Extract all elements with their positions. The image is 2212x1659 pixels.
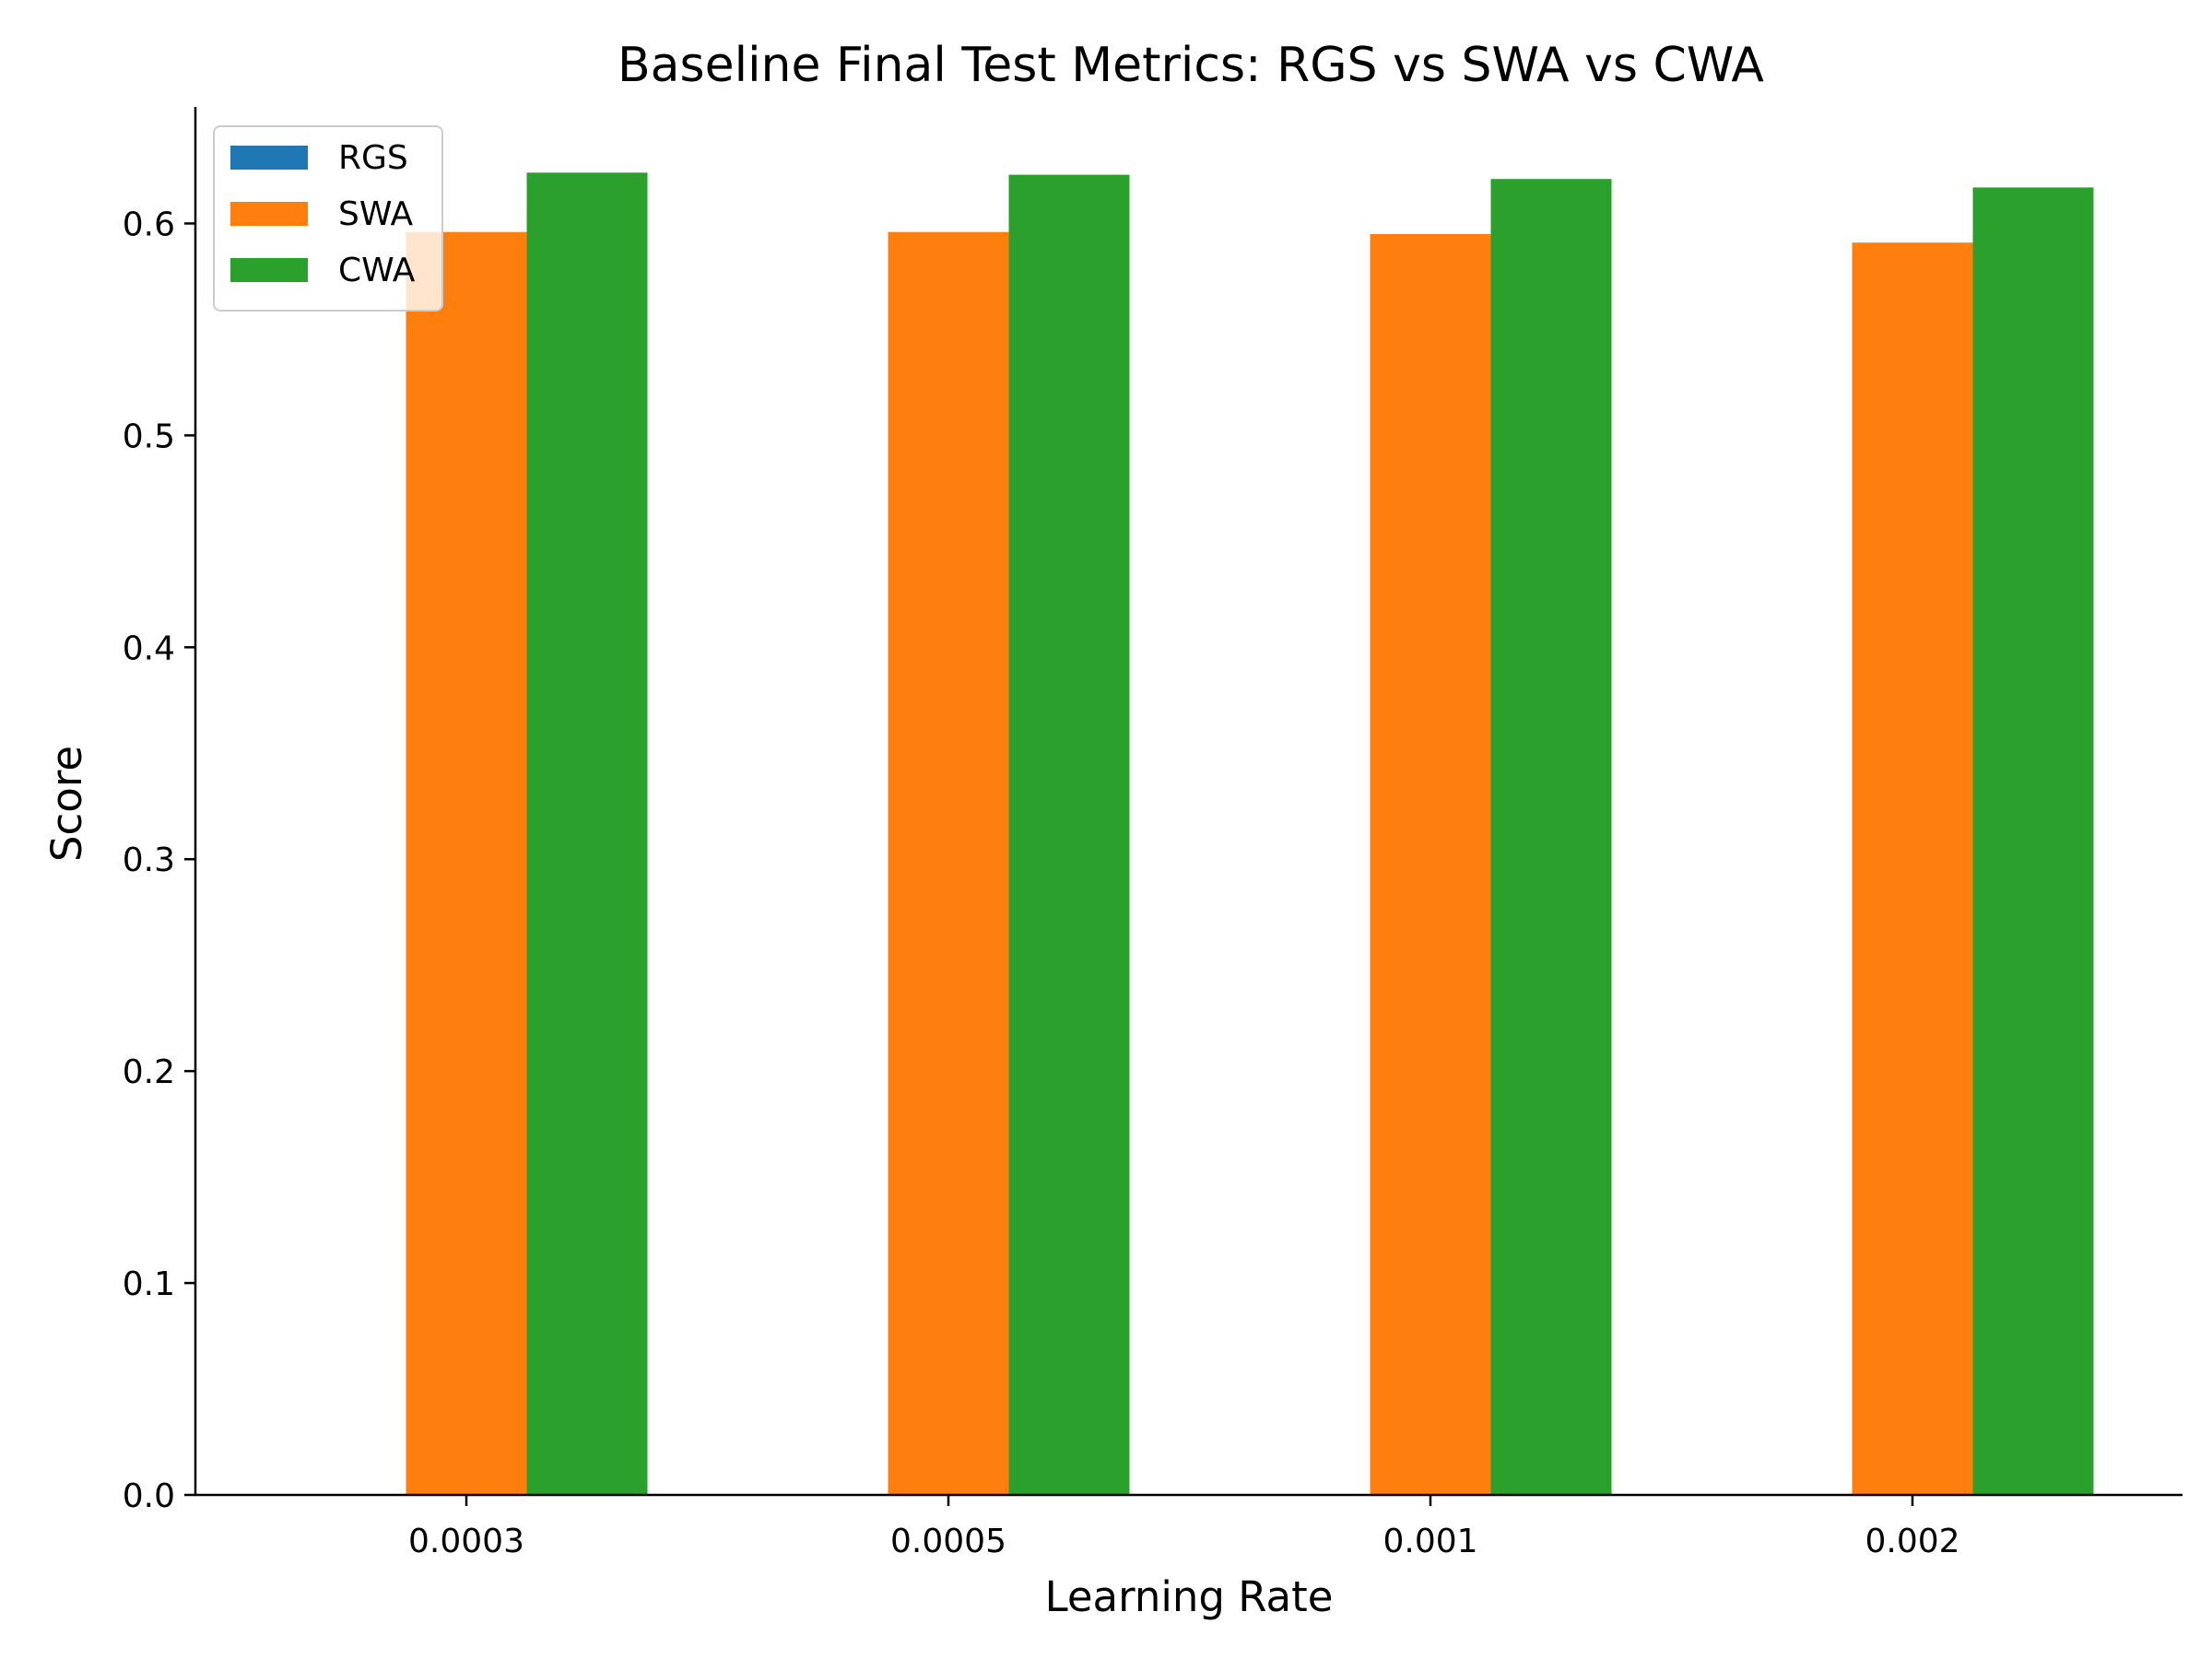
y-axis-label: Score bbox=[42, 746, 91, 862]
bar-swa-0.0005 bbox=[888, 231, 1009, 1496]
x-axis-label: Learning Rate bbox=[1045, 1572, 1334, 1621]
x-tick-label: 0.0005 bbox=[890, 1523, 1006, 1560]
bar-cwa-0.0003 bbox=[526, 172, 648, 1495]
legend: RGS SWA CWA bbox=[213, 125, 443, 312]
bar-cwa-0.001 bbox=[1490, 179, 1612, 1496]
legend-swatch-rgs bbox=[230, 146, 308, 170]
y-tick-label: 0.3 bbox=[123, 841, 175, 879]
y-tick-label: 0.6 bbox=[123, 206, 175, 243]
bar-swa-0.002 bbox=[1852, 242, 1973, 1496]
x-axis: 0.0003 0.0005 0.001 0.002 bbox=[194, 1493, 2183, 1560]
bar-swa-0.001 bbox=[1370, 234, 1491, 1495]
y-tick-label: 0.5 bbox=[123, 418, 175, 455]
legend-label-rgs: RGS bbox=[338, 139, 408, 177]
y-tick-label: 0.1 bbox=[123, 1265, 175, 1303]
y-tick-label: 0.4 bbox=[123, 629, 175, 667]
chart-title: Baseline Final Test Metrics: RGS vs SWA … bbox=[618, 38, 1764, 93]
legend-swatch-cwa bbox=[230, 258, 308, 282]
legend-swatch-swa bbox=[230, 202, 308, 226]
x-tick-label: 0.0003 bbox=[408, 1523, 524, 1560]
y-axis: 0.0 0.1 0.2 0.3 0.4 0.5 0.6 bbox=[123, 107, 197, 1515]
x-tick-label: 0.001 bbox=[1382, 1523, 1477, 1560]
y-tick-label: 0.0 bbox=[123, 1477, 175, 1515]
legend-label-swa: SWA bbox=[338, 195, 413, 233]
bar-swa-0.0003 bbox=[406, 231, 527, 1496]
bars-group bbox=[406, 172, 2094, 1496]
x-tick-label: 0.002 bbox=[1865, 1523, 1959, 1560]
bar-cwa-0.0005 bbox=[1008, 174, 1130, 1496]
legend-label-cwa: CWA bbox=[338, 252, 416, 289]
y-tick-label: 0.2 bbox=[123, 1053, 175, 1091]
bar-cwa-0.002 bbox=[1972, 187, 2094, 1495]
